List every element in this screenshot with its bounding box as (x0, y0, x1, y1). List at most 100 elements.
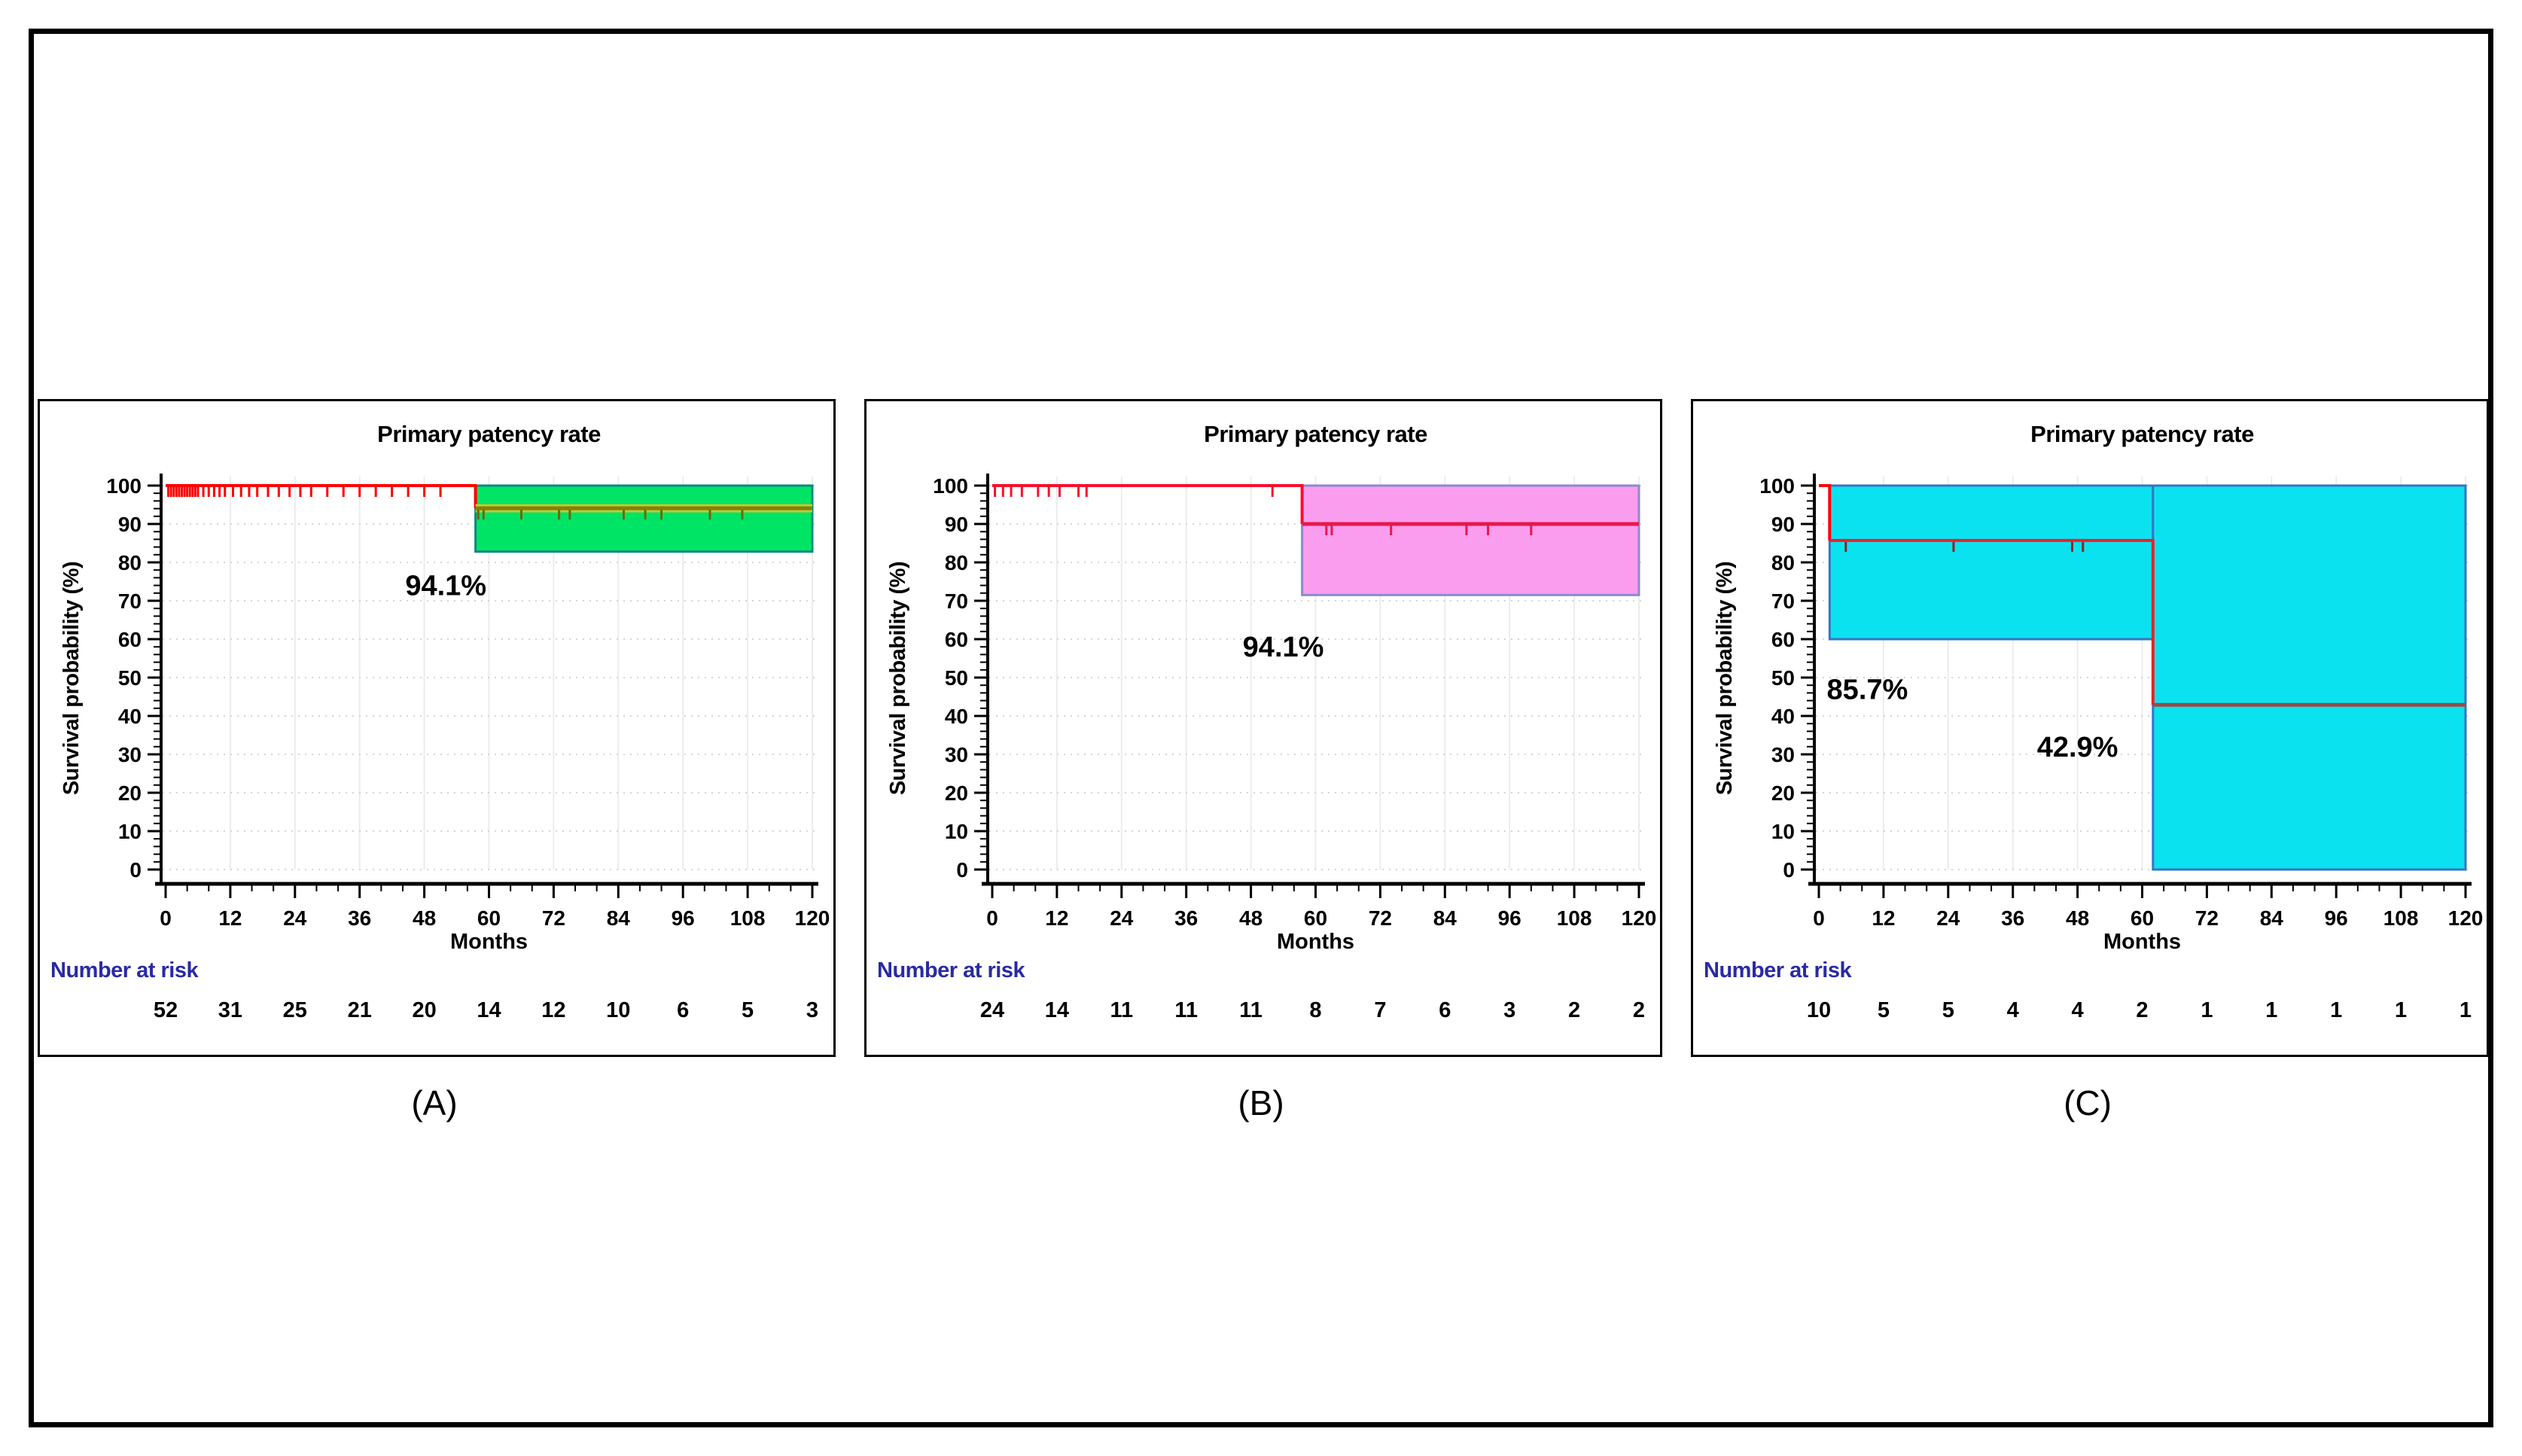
risk-count: 11 (1174, 998, 1198, 1022)
number-at-risk-label: Number at risk (877, 958, 1025, 982)
y-tick-label: 30 (945, 743, 968, 766)
x-tick-label: 0 (986, 906, 998, 930)
risk-count: 8 (1309, 998, 1321, 1022)
y-tick-label: 70 (1771, 589, 1795, 613)
risk-count: 4 (2007, 998, 2019, 1022)
ci-band-fill (475, 486, 812, 552)
y-tick-label: 50 (1771, 666, 1795, 690)
x-tick-label: 12 (218, 906, 242, 930)
x-tick-label: 120 (2448, 906, 2484, 930)
risk-count: 21 (348, 998, 372, 1022)
x-tick-label: 96 (672, 906, 695, 930)
risk-count: 5 (1878, 998, 1890, 1022)
x-tick-label: 96 (2325, 906, 2348, 930)
y-tick-label: 80 (1771, 551, 1795, 574)
y-tick-label: 30 (118, 743, 142, 766)
x-axis-label: Months (1276, 930, 1355, 954)
ci-band-fill (1829, 486, 2153, 639)
y-tick-label: 80 (118, 551, 142, 574)
risk-count: 6 (1439, 998, 1451, 1022)
x-tick-label: 120 (795, 906, 830, 930)
y-tick-label: 0 (129, 858, 142, 882)
risk-count: 4 (2072, 998, 2084, 1022)
risk-count: 5 (1942, 998, 1954, 1022)
risk-count: 6 (677, 998, 689, 1022)
y-tick-label: 40 (945, 705, 968, 728)
annotations: 94.1% (405, 571, 486, 602)
y-tick-label: 100 (106, 474, 142, 498)
x-tick-labels: 0 12 24 36 48 60 72 84 96 108 120 (160, 906, 830, 930)
risk-count: 1 (2395, 998, 2407, 1022)
risk-count: 1 (2330, 998, 2342, 1022)
y-tick-label: 20 (945, 781, 968, 805)
risk-count: 7 (1374, 998, 1386, 1022)
annotations: 94.1% (1243, 632, 1324, 663)
panel-caption-c: (C) (2064, 1083, 2112, 1122)
risk-count: 25 (283, 998, 307, 1022)
risk-count: 20 (412, 998, 436, 1022)
y-tick-label: 60 (1771, 628, 1795, 651)
x-tick-label: 12 (1045, 906, 1068, 930)
ci-band-fill (1302, 486, 1639, 595)
y-tick-label: 20 (1771, 781, 1795, 805)
censor-marks (1844, 541, 2085, 552)
number-at-risk-row: 52 31 25 21 20 14 12 10 6 5 3 (154, 998, 818, 1022)
censor-marks (167, 487, 744, 520)
x-tick-label: 24 (1110, 906, 1134, 930)
x-tick-label: 60 (2131, 906, 2154, 930)
x-tick-label: 36 (2001, 906, 2024, 930)
annotation-label: 94.1% (405, 571, 486, 602)
risk-count: 3 (1503, 998, 1515, 1022)
x-tick-label: 24 (283, 906, 307, 930)
annotation-label: 85.7% (1827, 674, 1908, 705)
x-tick-label: 72 (2195, 906, 2219, 930)
risk-count: 5 (742, 998, 754, 1022)
x-tick-label: 108 (730, 906, 766, 930)
y-tick-label: 90 (118, 513, 142, 536)
y-tick-label: 70 (118, 589, 142, 613)
chart-title: Primary patency rate (1204, 421, 1427, 447)
x-tick-label: 24 (1936, 906, 1960, 930)
y-tick-labels: 0 10 20 30 40 50 60 70 80 90 100 (933, 474, 968, 882)
curve-segment (166, 484, 477, 509)
annotation-label: 42.9% (2037, 732, 2118, 763)
axis-ticks (1801, 484, 2467, 898)
x-tick-label: 60 (1304, 906, 1327, 930)
ci-bands (1301, 484, 1640, 596)
risk-count: 10 (606, 998, 630, 1022)
x-tick-label: 0 (160, 906, 172, 930)
chart-title: Primary patency rate (377, 421, 601, 447)
curve-segment (1819, 484, 1832, 541)
ci-bands (1828, 484, 2467, 871)
risk-count: 1 (2201, 998, 2213, 1022)
risk-count: 1 (2265, 998, 2277, 1022)
ci-band-fill (2152, 486, 2466, 870)
axes (982, 474, 1645, 886)
risk-count: 52 (154, 998, 178, 1022)
axis-ticks (148, 484, 814, 898)
x-tick-label: 48 (413, 906, 436, 930)
risk-count: 10 (1807, 998, 1831, 1022)
curve-segment (1829, 538, 2155, 705)
y-tick-label: 0 (1783, 858, 1795, 882)
number-at-risk-label: Number at risk (50, 958, 199, 982)
y-tick-label: 40 (1771, 705, 1795, 728)
risk-count: 11 (1110, 998, 1133, 1022)
x-tick-label: 0 (1813, 906, 1825, 930)
risk-count: 3 (806, 998, 818, 1022)
x-axis-label: Months (2103, 930, 2182, 954)
number-at-risk-row: 10 5 5 4 4 2 1 1 1 1 1 (1807, 998, 2472, 1022)
x-tick-label: 48 (1239, 906, 1263, 930)
risk-count: 31 (218, 998, 242, 1022)
km-panel-c: Primary patency rate Survival probabilit… (1691, 399, 2489, 1057)
y-tick-label: 40 (118, 705, 142, 728)
km-panel-b: Primary patency rate Survival probabilit… (864, 399, 1662, 1057)
curve-segment (992, 484, 1304, 524)
survival-curve (166, 484, 812, 513)
risk-count: 14 (477, 998, 501, 1022)
x-tick-label: 96 (1498, 906, 1521, 930)
risk-count: 24 (980, 998, 1004, 1022)
axes (1808, 474, 2472, 886)
y-tick-label: 50 (118, 666, 142, 690)
